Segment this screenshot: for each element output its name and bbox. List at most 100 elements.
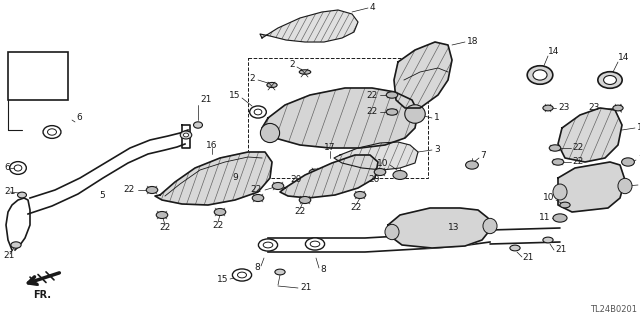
Text: 22: 22 xyxy=(572,158,583,167)
Text: TL24B0201: TL24B0201 xyxy=(590,305,637,314)
Text: 20: 20 xyxy=(368,175,380,184)
Ellipse shape xyxy=(598,72,622,88)
Ellipse shape xyxy=(387,109,398,115)
Ellipse shape xyxy=(14,165,22,171)
Text: 8: 8 xyxy=(320,265,326,275)
Polygon shape xyxy=(260,10,358,42)
Text: E-4-1: E-4-1 xyxy=(25,71,51,80)
Text: 10: 10 xyxy=(376,159,388,167)
Text: 19: 19 xyxy=(637,123,640,132)
Ellipse shape xyxy=(305,238,324,250)
Text: 1: 1 xyxy=(434,114,440,122)
Ellipse shape xyxy=(232,269,252,281)
Ellipse shape xyxy=(483,218,497,234)
Ellipse shape xyxy=(17,192,26,198)
Ellipse shape xyxy=(543,237,553,243)
Ellipse shape xyxy=(11,242,21,248)
Ellipse shape xyxy=(618,178,632,194)
Text: 21: 21 xyxy=(200,95,211,105)
Text: 23: 23 xyxy=(589,103,600,113)
Ellipse shape xyxy=(275,269,285,275)
Text: 5: 5 xyxy=(99,190,105,199)
Text: 7: 7 xyxy=(638,155,640,165)
Ellipse shape xyxy=(10,162,26,174)
Text: 2: 2 xyxy=(250,73,255,83)
Ellipse shape xyxy=(549,145,561,151)
Ellipse shape xyxy=(300,70,311,74)
Ellipse shape xyxy=(346,175,358,181)
Text: FR.: FR. xyxy=(33,290,51,300)
Text: 22: 22 xyxy=(251,186,262,195)
Polygon shape xyxy=(394,42,452,108)
Text: 22: 22 xyxy=(159,224,171,233)
Text: 15: 15 xyxy=(228,91,240,100)
Text: 18: 18 xyxy=(467,38,479,47)
Text: 22: 22 xyxy=(294,207,306,217)
Text: 14: 14 xyxy=(548,48,559,56)
Text: 22: 22 xyxy=(367,91,378,100)
Text: 22: 22 xyxy=(124,186,135,195)
Ellipse shape xyxy=(621,158,634,166)
Text: 13: 13 xyxy=(448,224,460,233)
Ellipse shape xyxy=(237,272,246,278)
Text: 16: 16 xyxy=(206,140,218,150)
Ellipse shape xyxy=(252,195,264,202)
Polygon shape xyxy=(334,142,418,170)
Text: 10: 10 xyxy=(543,194,554,203)
Ellipse shape xyxy=(553,214,567,222)
Bar xyxy=(248,58,428,178)
Bar xyxy=(8,52,68,100)
Text: 22: 22 xyxy=(350,204,362,212)
Ellipse shape xyxy=(254,109,262,115)
Ellipse shape xyxy=(309,169,321,175)
Text: 21: 21 xyxy=(4,188,15,197)
Text: 3: 3 xyxy=(434,145,440,154)
Ellipse shape xyxy=(385,224,399,240)
Text: 9: 9 xyxy=(232,174,238,182)
Text: 21: 21 xyxy=(3,250,14,259)
Polygon shape xyxy=(558,108,622,162)
Ellipse shape xyxy=(214,209,226,216)
Ellipse shape xyxy=(240,167,256,178)
Polygon shape xyxy=(558,162,625,212)
Ellipse shape xyxy=(404,105,425,123)
Text: 6: 6 xyxy=(76,114,82,122)
Ellipse shape xyxy=(527,66,553,84)
Text: 23: 23 xyxy=(558,103,570,113)
Polygon shape xyxy=(262,88,418,148)
Ellipse shape xyxy=(147,187,157,194)
Ellipse shape xyxy=(560,202,570,208)
Text: 2: 2 xyxy=(289,61,295,70)
Ellipse shape xyxy=(355,191,366,198)
Ellipse shape xyxy=(374,168,386,175)
Ellipse shape xyxy=(263,242,273,248)
Ellipse shape xyxy=(180,131,192,139)
Ellipse shape xyxy=(604,76,616,85)
Ellipse shape xyxy=(387,92,398,98)
Text: 22: 22 xyxy=(572,144,583,152)
Text: 21: 21 xyxy=(555,246,566,255)
Ellipse shape xyxy=(260,123,280,143)
Ellipse shape xyxy=(533,70,547,80)
Text: 14: 14 xyxy=(618,54,629,63)
Ellipse shape xyxy=(552,159,564,165)
Ellipse shape xyxy=(466,161,479,169)
Ellipse shape xyxy=(272,182,284,189)
Text: 20: 20 xyxy=(291,175,302,184)
Text: 11: 11 xyxy=(538,213,550,222)
Ellipse shape xyxy=(156,211,168,219)
Ellipse shape xyxy=(510,245,520,251)
Polygon shape xyxy=(280,155,378,198)
Text: 4: 4 xyxy=(370,4,376,12)
Text: 6: 6 xyxy=(4,164,10,173)
Ellipse shape xyxy=(193,122,202,128)
Ellipse shape xyxy=(43,126,61,138)
Ellipse shape xyxy=(613,105,623,111)
Text: 22: 22 xyxy=(367,108,378,116)
Text: 7: 7 xyxy=(480,152,486,160)
Ellipse shape xyxy=(543,105,553,111)
Text: 17: 17 xyxy=(324,144,336,152)
Ellipse shape xyxy=(300,197,311,204)
Ellipse shape xyxy=(184,133,189,137)
Text: 21: 21 xyxy=(300,283,312,292)
